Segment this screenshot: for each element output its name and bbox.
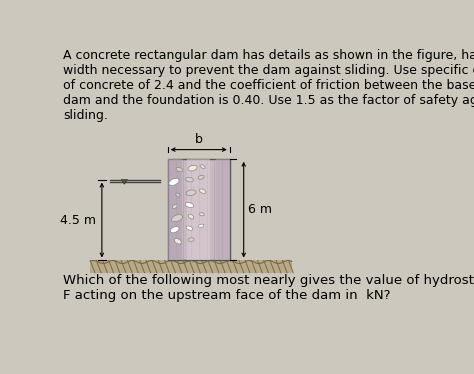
Ellipse shape [169, 178, 179, 186]
Ellipse shape [176, 168, 182, 172]
Ellipse shape [198, 175, 204, 180]
Bar [90, 260, 292, 273]
Text: Which of the following most nearly gives the value of hydrostatic force,
F actin: Which of the following most nearly gives… [63, 275, 474, 302]
Text: b: b [195, 133, 203, 146]
Ellipse shape [176, 193, 180, 197]
Ellipse shape [200, 165, 205, 168]
Text: 6 m: 6 m [247, 203, 272, 216]
Ellipse shape [186, 226, 193, 230]
Ellipse shape [188, 165, 197, 171]
Bar [168, 159, 230, 260]
Ellipse shape [188, 238, 194, 242]
Ellipse shape [200, 189, 206, 193]
Ellipse shape [172, 215, 182, 222]
Ellipse shape [170, 227, 179, 233]
Ellipse shape [185, 203, 193, 208]
Ellipse shape [199, 224, 204, 227]
Ellipse shape [172, 205, 177, 208]
Ellipse shape [188, 214, 194, 219]
Bar [168, 159, 182, 260]
Bar [216, 159, 230, 260]
Polygon shape [121, 180, 128, 184]
Text: 4.5 m: 4.5 m [60, 214, 96, 227]
Ellipse shape [174, 239, 182, 244]
Bar [187, 159, 210, 260]
Ellipse shape [186, 190, 196, 196]
Ellipse shape [186, 177, 193, 182]
Text: A concrete rectangular dam has details as shown in the figure, having a
width ne: A concrete rectangular dam has details a… [63, 49, 474, 122]
Ellipse shape [200, 213, 204, 216]
